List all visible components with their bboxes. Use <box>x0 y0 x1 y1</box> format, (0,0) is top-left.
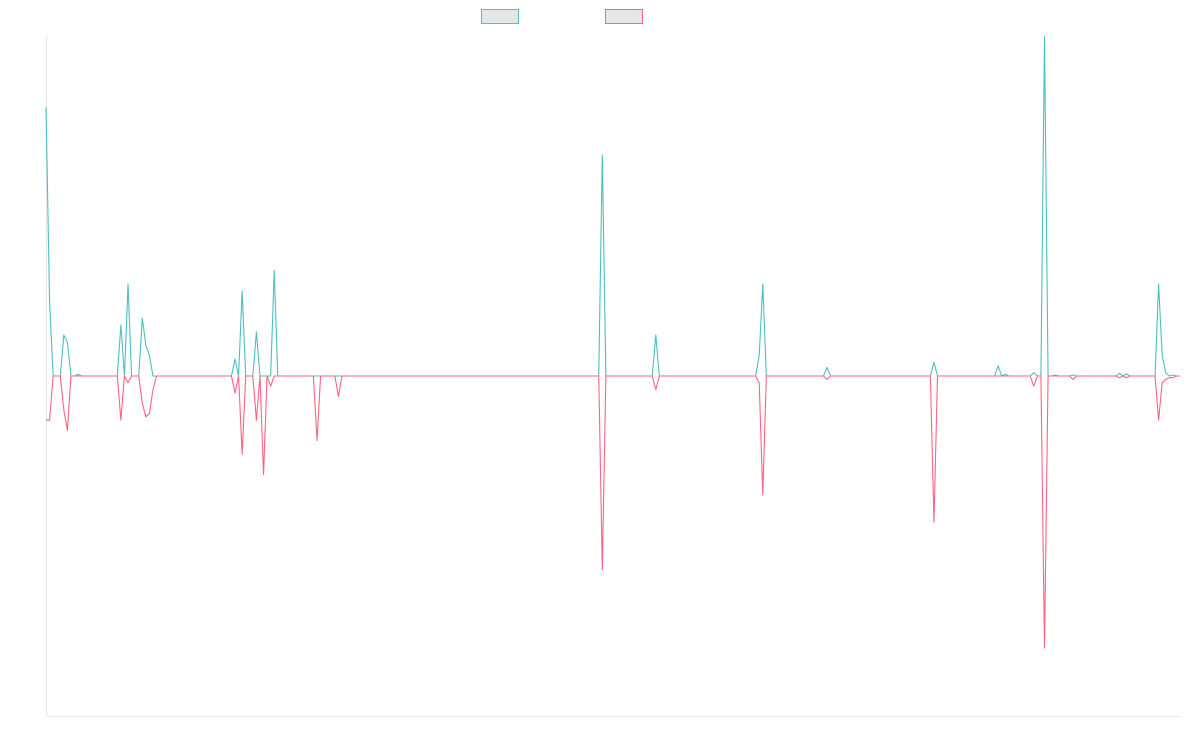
legend <box>0 9 1200 27</box>
series-group <box>45 35 1180 649</box>
series-line-1 <box>45 35 1180 377</box>
series-line-2 <box>46 375 1180 649</box>
legend-swatch-series-1[interactable] <box>481 9 519 24</box>
legend-swatch-series-2[interactable] <box>605 9 643 24</box>
